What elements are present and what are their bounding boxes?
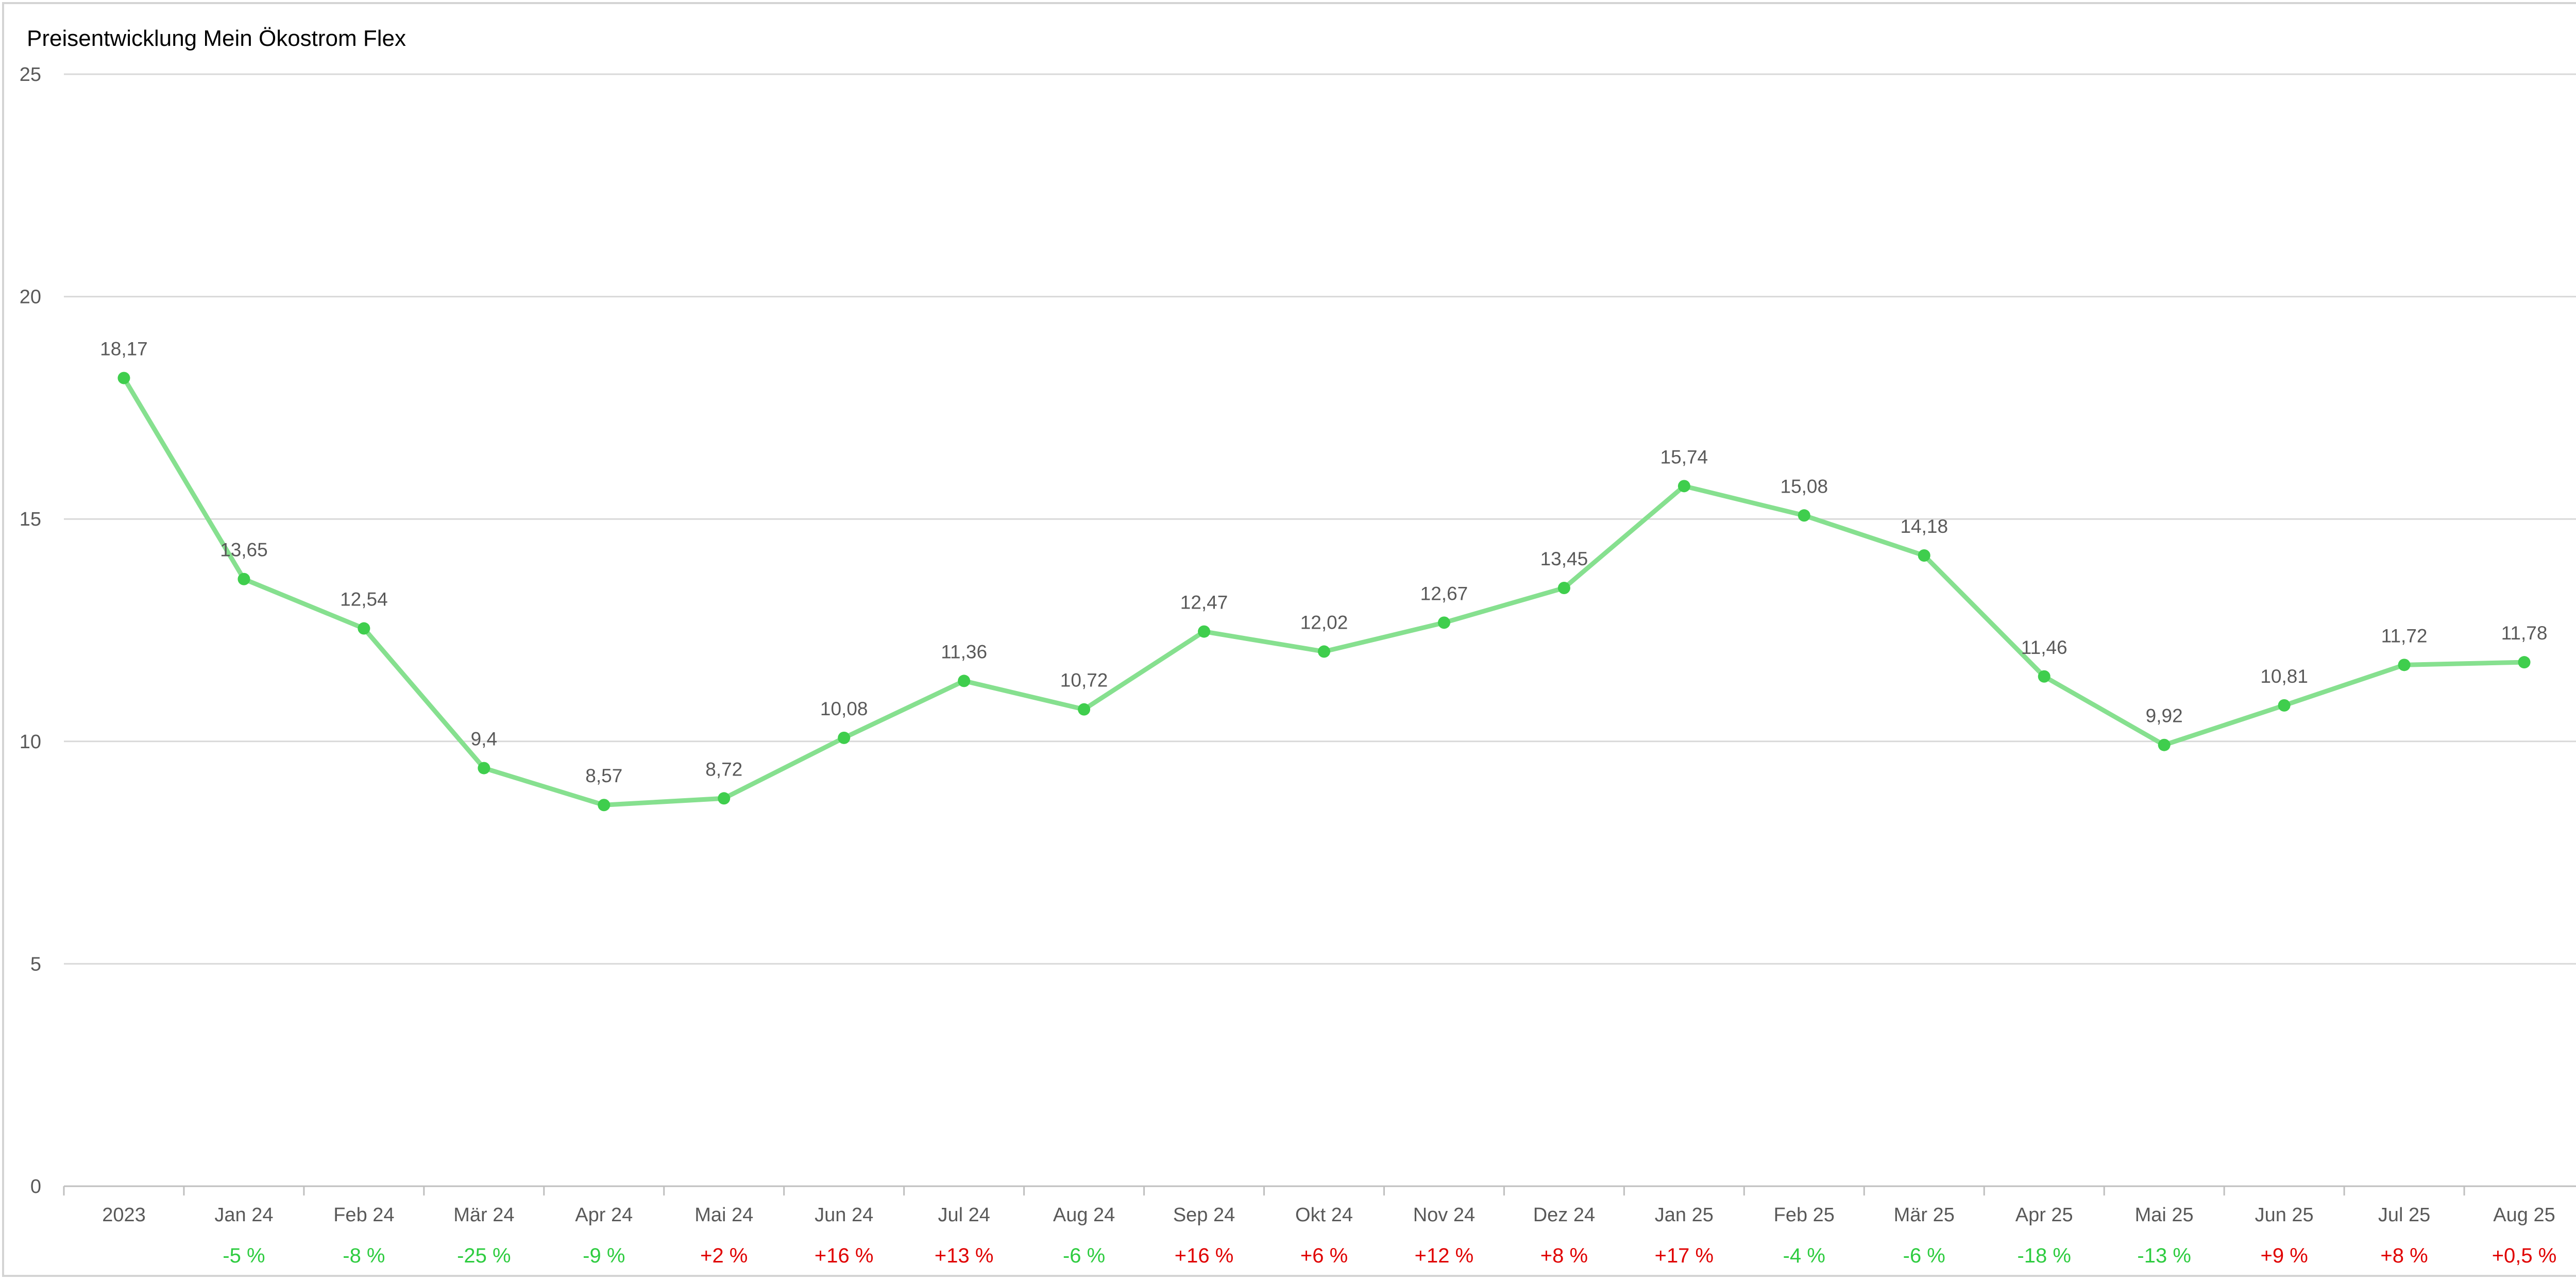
change-label: -4 % xyxy=(1783,1244,1825,1267)
data-point xyxy=(1677,480,1690,493)
data-label: 15,74 xyxy=(1660,446,1708,467)
change-label: -8 % xyxy=(343,1244,385,1267)
change-label: +16 % xyxy=(815,1244,874,1267)
x-tick-label: Feb 24 xyxy=(333,1204,394,1226)
data-label: 12,54 xyxy=(340,589,388,610)
data-point xyxy=(2518,656,2531,669)
data-point xyxy=(2398,659,2411,671)
data-point xyxy=(1078,703,1091,716)
data-label: 8,57 xyxy=(585,765,622,786)
change-label: +13 % xyxy=(935,1244,994,1267)
x-tick-label: Aug 24 xyxy=(1053,1204,1115,1226)
data-label: 12,02 xyxy=(1300,612,1348,633)
data-label: 14,18 xyxy=(1900,516,1948,537)
chart-title: Preisentwicklung Mein Ökostrom Flex xyxy=(27,26,406,51)
data-label: 11,78 xyxy=(2501,622,2548,644)
x-tick-label: Aug 25 xyxy=(2493,1204,2555,1226)
x-tick-label: Jun 25 xyxy=(2255,1204,2314,1226)
change-label: +12 % xyxy=(1415,1244,1474,1267)
data-point xyxy=(1437,616,1450,629)
change-label: +9 % xyxy=(2260,1244,2308,1267)
data-label: 18,17 xyxy=(100,339,148,360)
x-tick-label: Nov 24 xyxy=(1413,1204,1475,1226)
change-label: -5 % xyxy=(223,1244,265,1267)
x-tick-label: Jan 25 xyxy=(1655,1204,1714,1226)
change-label: +16 % xyxy=(1175,1244,1234,1267)
data-point xyxy=(1798,509,1810,522)
data-point xyxy=(598,799,611,812)
x-tick-label: 2023 xyxy=(102,1204,146,1226)
y-tick-label: 20 xyxy=(20,287,41,308)
change-label: +6 % xyxy=(1300,1244,1348,1267)
y-tick-label: 15 xyxy=(20,509,41,530)
data-point xyxy=(838,731,851,744)
data-label: 10,08 xyxy=(820,698,868,719)
change-label: -13 % xyxy=(2137,1244,2191,1267)
x-tick-label: Mär 25 xyxy=(1894,1204,1955,1226)
data-label: 15,08 xyxy=(1781,476,1828,497)
data-label: 12,47 xyxy=(1180,592,1228,613)
change-label: +8 % xyxy=(1540,1244,1588,1267)
change-label: -25 % xyxy=(457,1244,511,1267)
y-tick-label: 10 xyxy=(20,731,41,753)
data-point xyxy=(2158,738,2171,751)
x-tick-label: Jul 24 xyxy=(938,1204,990,1226)
data-label: 10,81 xyxy=(2260,666,2308,687)
data-label: 9,4 xyxy=(471,729,497,750)
x-tick-label: Jul 25 xyxy=(2378,1204,2430,1226)
data-point xyxy=(117,372,130,384)
data-point xyxy=(1318,645,1330,658)
data-label: 13,65 xyxy=(220,540,268,561)
data-point xyxy=(1557,581,1570,594)
change-label: +17 % xyxy=(1655,1244,1714,1267)
x-tick-label: Mär 24 xyxy=(453,1204,514,1226)
x-tick-label: Okt 24 xyxy=(1295,1204,1353,1226)
data-point xyxy=(2038,670,2050,683)
y-tick-label: 0 xyxy=(30,1176,41,1198)
change-label: -18 % xyxy=(2017,1244,2071,1267)
x-tick-label: Jun 24 xyxy=(815,1204,873,1226)
data-label: 11,46 xyxy=(2021,637,2067,658)
data-label: 11,36 xyxy=(941,641,987,662)
x-tick-label: Apr 24 xyxy=(575,1204,633,1226)
data-point xyxy=(1918,549,1930,562)
data-label: 10,72 xyxy=(1060,670,1108,691)
data-point xyxy=(2278,699,2291,712)
change-label: -6 % xyxy=(1903,1244,1945,1267)
x-tick-label: Apr 25 xyxy=(2015,1204,2073,1226)
x-tick-label: Mai 24 xyxy=(694,1204,753,1226)
change-label: -6 % xyxy=(1063,1244,1105,1267)
data-point xyxy=(1198,625,1211,638)
data-point xyxy=(238,572,250,585)
x-tick-label: Mai 25 xyxy=(2135,1204,2194,1226)
data-label: 12,67 xyxy=(1420,583,1468,604)
x-tick-label: Dez 24 xyxy=(1533,1204,1595,1226)
y-tick-label: 25 xyxy=(20,64,41,86)
data-point xyxy=(718,792,731,805)
data-label: 8,72 xyxy=(705,759,742,780)
change-label: -9 % xyxy=(583,1244,625,1267)
change-label: +8 % xyxy=(2380,1244,2428,1267)
x-tick-label: Jan 24 xyxy=(214,1204,273,1226)
data-point xyxy=(358,622,370,635)
data-point xyxy=(958,675,971,687)
data-label: 11,72 xyxy=(2381,625,2428,646)
data-label: 9,92 xyxy=(2146,705,2183,727)
data-point xyxy=(478,762,490,774)
y-tick-label: 5 xyxy=(30,953,41,975)
change-label: +0,5 % xyxy=(2492,1244,2557,1267)
data-label: 13,45 xyxy=(1540,548,1588,569)
change-label: +2 % xyxy=(700,1244,748,1267)
x-tick-label: Sep 24 xyxy=(1173,1204,1235,1226)
x-tick-label: Feb 25 xyxy=(1774,1204,1835,1226)
